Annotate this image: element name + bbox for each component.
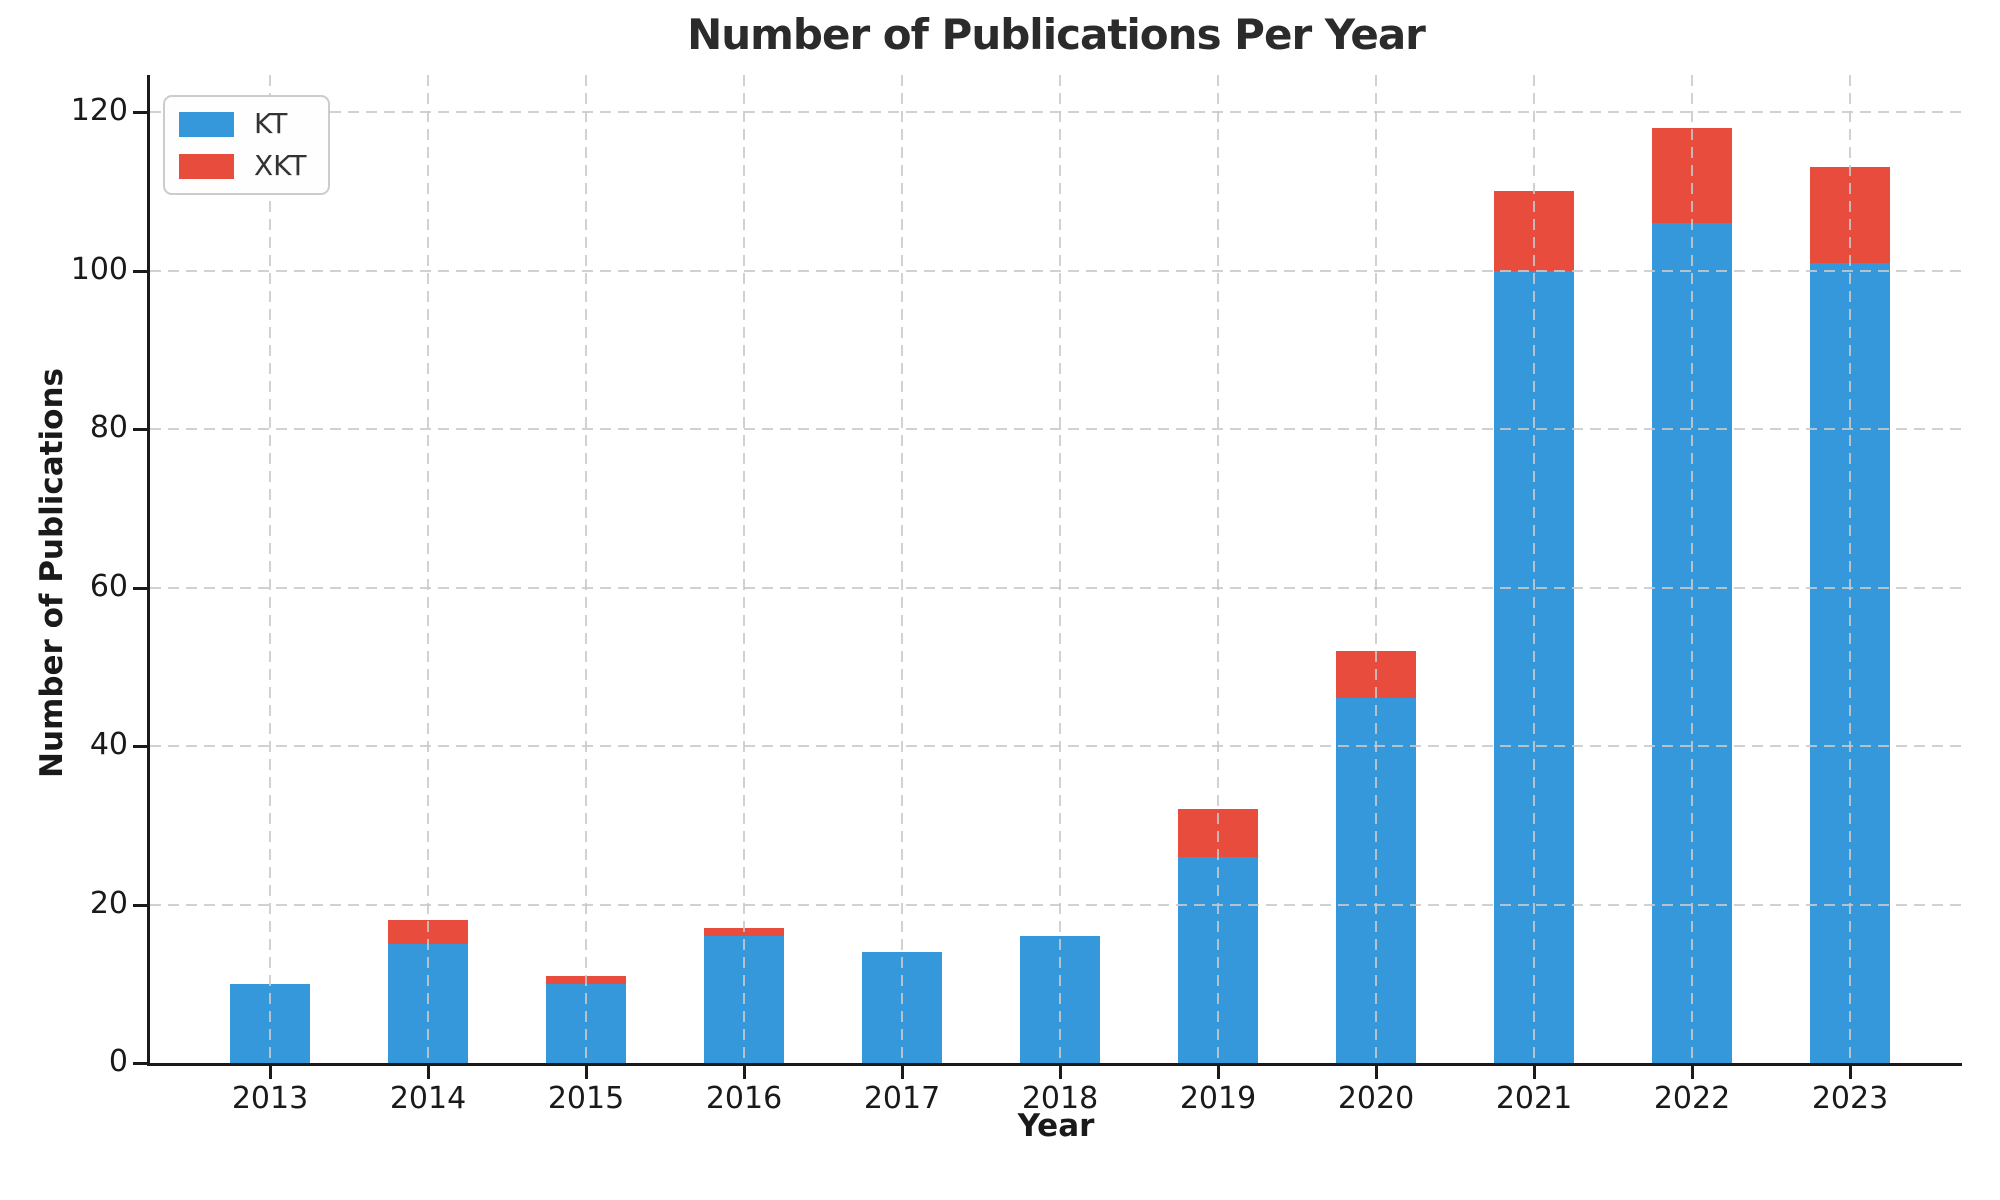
legend-row-kt: KT bbox=[179, 110, 306, 138]
y-tick-label-20: 20 bbox=[89, 885, 128, 921]
gridline-x-2020 bbox=[1375, 75, 1377, 1063]
y-tick-label-120: 120 bbox=[70, 93, 128, 128]
legend-patch-xkt bbox=[179, 153, 234, 179]
x-tick-2019 bbox=[1217, 1066, 1220, 1079]
y-tick-label-100: 100 bbox=[70, 251, 128, 287]
gridline-x-2014 bbox=[427, 75, 429, 1063]
x-tick-2015 bbox=[585, 1066, 588, 1079]
legend-patch-kt bbox=[179, 111, 234, 137]
x-tick-2016 bbox=[743, 1066, 746, 1079]
y-tick-label-60: 60 bbox=[89, 568, 128, 604]
legend-label-kt: KT bbox=[254, 107, 288, 140]
x-axis-label: Year bbox=[1017, 1108, 1095, 1144]
gridline-y-120 bbox=[150, 111, 1962, 113]
gridline-x-2016 bbox=[743, 75, 745, 1063]
x-tick-label-2019: 2019 bbox=[1179, 1081, 1257, 1116]
x-tick-label-2020: 2020 bbox=[1337, 1081, 1415, 1116]
x-tick-2020 bbox=[1375, 1066, 1378, 1079]
x-tick-label-2015: 2015 bbox=[547, 1081, 625, 1116]
legend-row-xkt: XKT bbox=[179, 152, 306, 180]
x-tick-2013 bbox=[269, 1066, 272, 1079]
y-tick-40 bbox=[133, 745, 147, 748]
chart-title: Number of Publications Per Year bbox=[687, 10, 1426, 59]
x-tick-label-2017: 2017 bbox=[863, 1081, 941, 1116]
gridline-y-20 bbox=[150, 903, 1962, 906]
x-tick-label-2013: 2013 bbox=[231, 1081, 309, 1116]
gridline-x-2022 bbox=[1691, 75, 1693, 1063]
y-tick-20 bbox=[133, 903, 147, 907]
gridline-y-100 bbox=[150, 269, 1962, 272]
y-tick-120 bbox=[133, 111, 147, 114]
x-tick-label-2021: 2021 bbox=[1495, 1081, 1573, 1116]
gridline-y-40 bbox=[150, 745, 1962, 747]
gridline-x-2017 bbox=[901, 75, 903, 1063]
gridline-x-2018 bbox=[1059, 75, 1061, 1063]
x-tick-label-2022: 2022 bbox=[1653, 1081, 1731, 1116]
gridline-y-60 bbox=[150, 586, 1962, 589]
x-tick-label-2016: 2016 bbox=[705, 1081, 783, 1116]
y-tick-100 bbox=[133, 269, 147, 273]
legend: KT XKT bbox=[163, 95, 331, 195]
y-tick-label-0: 0 bbox=[108, 1044, 128, 1079]
gridline-x-2021 bbox=[1533, 75, 1535, 1063]
y-axis-spine bbox=[147, 75, 150, 1066]
y-tick-80 bbox=[133, 428, 147, 431]
x-axis-spine bbox=[147, 1063, 1962, 1066]
y-tick-label-80: 80 bbox=[89, 410, 128, 445]
gridline-x-2015 bbox=[585, 75, 587, 1063]
x-tick-2017 bbox=[901, 1066, 904, 1079]
y-tick-60 bbox=[133, 586, 147, 590]
x-tick-2014 bbox=[427, 1066, 430, 1079]
gridline-y-80 bbox=[150, 428, 1962, 430]
x-tick-2023 bbox=[1849, 1066, 1852, 1079]
x-tick-label-2023: 2023 bbox=[1811, 1081, 1889, 1116]
x-tick-2018 bbox=[1059, 1066, 1062, 1079]
gridline-x-2013 bbox=[269, 75, 271, 1063]
legend-label-xkt: XKT bbox=[254, 149, 307, 182]
y-tick-0 bbox=[133, 1062, 147, 1065]
x-tick-label-2014: 2014 bbox=[389, 1081, 467, 1116]
x-tick-2021 bbox=[1533, 1066, 1536, 1079]
x-tick-label-2018: 2018 bbox=[1021, 1081, 1099, 1116]
y-tick-label-40: 40 bbox=[89, 727, 128, 762]
gridline-x-2019 bbox=[1217, 75, 1219, 1063]
x-tick-2022 bbox=[1691, 1066, 1694, 1079]
gridline-x-2023 bbox=[1849, 75, 1851, 1063]
